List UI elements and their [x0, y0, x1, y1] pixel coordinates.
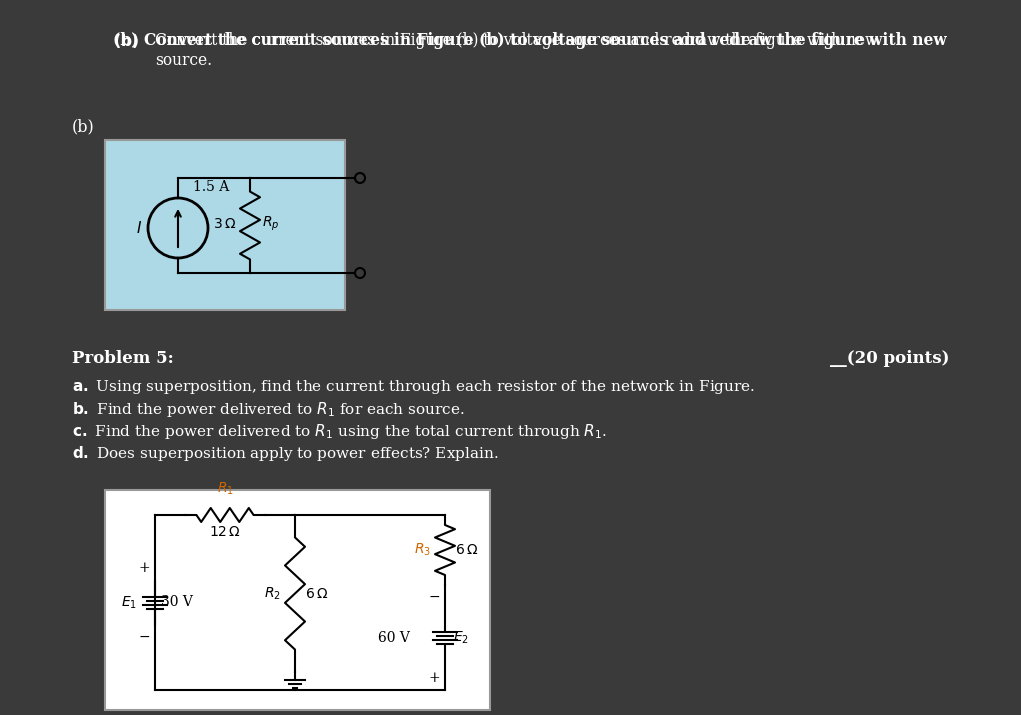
Text: $\mathbf{c.}$ Find the power delivered to $R_1$ using the total current through : $\mathbf{c.}$ Find the power delivered t…	[72, 422, 607, 441]
Bar	[105, 490, 490, 710]
Text: +: +	[429, 671, 440, 685]
Text: $R_p$: $R_p$	[262, 214, 280, 232]
Text: 60 V: 60 V	[378, 631, 410, 644]
Text: source.: source.	[155, 52, 212, 69]
Text: __(20 points): __(20 points)	[829, 350, 949, 367]
Text: $R_2$: $R_2$	[264, 586, 281, 602]
Text: $R_3$: $R_3$	[414, 542, 431, 558]
Text: (b): (b)	[72, 118, 95, 135]
Text: Problem 5:: Problem 5:	[72, 350, 174, 367]
Text: $\bf{(b)}$: $\bf{(b)}$	[113, 32, 139, 50]
Text: +: +	[139, 561, 150, 576]
Text: $3\,\Omega$: $3\,\Omega$	[212, 217, 236, 230]
Text: (b) Convert the current sources in Figure (b) to voltage sources and redraw the : (b) Convert the current sources in Figur…	[113, 32, 946, 49]
Bar	[105, 140, 345, 310]
Text: $\mathbf{d.}$ Does superposition apply to power effects? Explain.: $\mathbf{d.}$ Does superposition apply t…	[72, 444, 498, 463]
Text: $E_1$: $E_1$	[120, 594, 137, 611]
Text: 30 V: 30 V	[161, 596, 193, 609]
Text: $\mathbf{a.}$ Using superposition, find the current through each resistor of the: $\mathbf{a.}$ Using superposition, find …	[72, 378, 756, 396]
Text: 1.5 A: 1.5 A	[193, 180, 230, 194]
Text: $I$: $I$	[136, 220, 142, 236]
Text: −: −	[429, 590, 440, 604]
Text: $E_2$: $E_2$	[453, 629, 469, 646]
Text: $R_1$: $R_1$	[216, 480, 234, 497]
Text: $6\,\Omega$: $6\,\Omega$	[455, 543, 478, 557]
Text: $\mathbf{b.}$ Find the power delivered to $R_1$ for each source.: $\mathbf{b.}$ Find the power delivered t…	[72, 400, 465, 419]
Text: $6\,\Omega$: $6\,\Omega$	[305, 586, 328, 601]
Text: Convert the current sources in Figure (b) to voltage sources and redraw the figu: Convert the current sources in Figure (b…	[155, 32, 878, 49]
Text: −: −	[139, 629, 150, 644]
Text: $12\,\Omega$: $12\,\Omega$	[209, 525, 241, 539]
